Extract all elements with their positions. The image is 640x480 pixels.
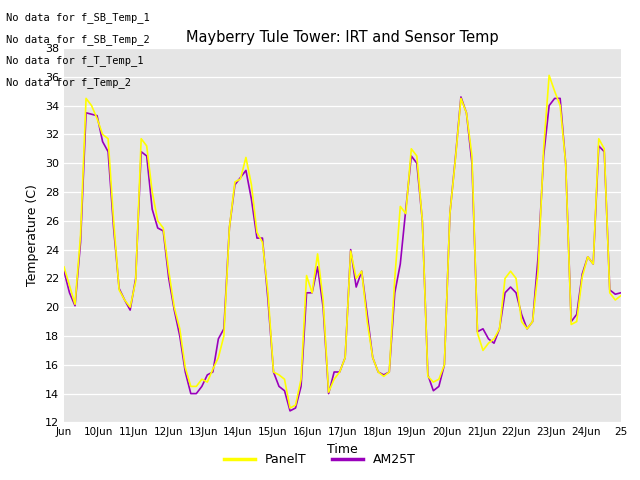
Title: Mayberry Tule Tower: IRT and Sensor Temp: Mayberry Tule Tower: IRT and Sensor Temp bbox=[186, 30, 499, 46]
Text: No data for f_SB_Temp_2: No data for f_SB_Temp_2 bbox=[6, 34, 150, 45]
Text: No data for f_SB_Temp_1: No data for f_SB_Temp_1 bbox=[6, 12, 150, 23]
X-axis label: Time: Time bbox=[327, 443, 358, 456]
Text: No data for f_Temp_2: No data for f_Temp_2 bbox=[6, 77, 131, 88]
Text: No data for f_T_Temp_1: No data for f_T_Temp_1 bbox=[6, 55, 144, 66]
Y-axis label: Temperature (C): Temperature (C) bbox=[26, 184, 39, 286]
Legend: PanelT, AM25T: PanelT, AM25T bbox=[219, 448, 421, 471]
